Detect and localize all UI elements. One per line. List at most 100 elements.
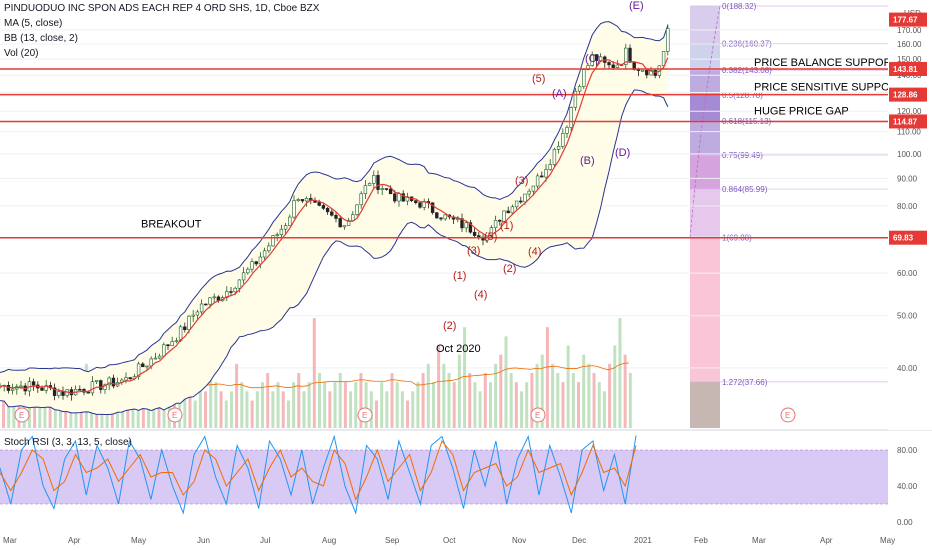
wave-label: (4) xyxy=(528,246,541,258)
volume-bar xyxy=(499,354,503,428)
candle-body xyxy=(523,193,527,203)
candle-body xyxy=(468,222,473,233)
earnings-marker[interactable] xyxy=(530,407,546,423)
candle-body xyxy=(355,204,359,215)
candle-body xyxy=(136,363,141,378)
stoch-rsi-pane[interactable] xyxy=(0,434,888,515)
volume-bar xyxy=(43,391,47,428)
volume-bar xyxy=(514,382,518,428)
candle-body xyxy=(624,47,628,66)
candle-body xyxy=(611,64,615,68)
volume-bar xyxy=(312,318,316,428)
fib-level-label: 0.864(85.99) xyxy=(722,185,768,194)
support-label: PRICE BALANCE SUPPORT xyxy=(754,57,898,69)
bollinger-upper xyxy=(0,21,669,374)
oct-2020-annotation: Oct 2020 xyxy=(436,343,481,355)
volume-bar xyxy=(12,400,16,428)
candle-body xyxy=(376,175,380,190)
price-tick-label: 150.00 xyxy=(897,55,922,64)
candle-body xyxy=(166,344,170,347)
vol-legend[interactable]: Vol (20) xyxy=(4,48,39,59)
price-axis[interactable]: 40.0050.0060.0070.0080.0090.00100.00110.… xyxy=(888,0,932,430)
volume-bar xyxy=(240,382,244,428)
volume-bar xyxy=(266,373,270,428)
stoch-tick-label: 40.00 xyxy=(897,482,918,491)
candle-body xyxy=(103,384,107,390)
volume-bar xyxy=(276,382,280,428)
stoch-tick-label: 80.00 xyxy=(897,446,918,455)
candle-body xyxy=(393,193,397,202)
earnings-marker[interactable] xyxy=(14,407,30,423)
candle-body xyxy=(78,388,82,391)
candle-body xyxy=(237,279,242,289)
volume-bar xyxy=(597,382,601,428)
bollinger-bands xyxy=(0,21,669,416)
candle-body xyxy=(388,188,393,195)
support-price-badge xyxy=(889,114,927,129)
candle-body xyxy=(191,314,195,317)
fib-zone xyxy=(690,6,720,44)
candle-body xyxy=(460,218,464,229)
volume-bar xyxy=(618,318,622,428)
volume-bar xyxy=(328,391,332,428)
volume-bar xyxy=(297,373,301,428)
time-tick-label: Apr xyxy=(68,536,81,545)
volume-bar xyxy=(369,391,373,428)
candle-body xyxy=(199,303,204,313)
candle-body xyxy=(229,291,233,293)
candle-body xyxy=(170,341,174,346)
volume-bar xyxy=(468,373,472,428)
volume-bar xyxy=(395,382,399,428)
volume-bar xyxy=(452,382,456,428)
volume-bar xyxy=(115,400,119,428)
candle-body xyxy=(577,86,582,92)
earnings-marker-label: E xyxy=(362,411,367,420)
volume-bar xyxy=(374,400,378,428)
support-price-badge xyxy=(889,61,927,76)
earnings-marker[interactable] xyxy=(357,407,373,423)
candle-body xyxy=(590,54,594,66)
time-axis[interactable]: Mar Apr May Jun Jul Aug Sep Oct Nov Dec 2021 Feb Mar… xyxy=(3,536,895,545)
volume-bar xyxy=(2,400,5,428)
volume-bar xyxy=(525,382,529,428)
stoch-legend[interactable]: Stoch RSI (3, 3, 13, 5, close) xyxy=(4,437,132,448)
time-tick-label: Feb xyxy=(694,536,708,545)
price-tick-label: 160.00 xyxy=(897,40,922,49)
corrective-wave-label: (D) xyxy=(615,147,630,159)
candle-body xyxy=(502,210,506,222)
fib-zone xyxy=(690,237,720,382)
candle-body xyxy=(540,175,544,178)
bb-legend[interactable]: BB (13, close, 2) xyxy=(4,33,78,44)
price-tick-label: 60.00 xyxy=(897,269,918,278)
candle-body xyxy=(342,225,347,228)
candle-body xyxy=(472,231,477,236)
candle-body xyxy=(363,185,368,195)
volume-bar xyxy=(338,373,342,428)
candle-body xyxy=(254,261,258,265)
fib-zone xyxy=(690,43,720,71)
volume-bar xyxy=(478,391,482,428)
candle-body xyxy=(300,199,305,202)
candle-body xyxy=(212,296,216,299)
price-pane[interactable]: 0(188.32)0.236(160.37)0.382(143.08)0.5(1… xyxy=(0,0,904,525)
candle-body xyxy=(338,218,342,228)
volume-bar xyxy=(442,363,446,428)
stoch-axis[interactable]: 0.00 40.00 80.00 xyxy=(897,446,918,527)
price-tick-label: 120.00 xyxy=(897,107,922,116)
candle-body xyxy=(401,193,405,202)
ma-legend[interactable]: MA (5, close) xyxy=(4,18,63,29)
wave-label: (1) xyxy=(500,220,513,232)
volume-bar xyxy=(271,391,275,428)
earnings-marker[interactable] xyxy=(167,407,183,423)
volume-bar xyxy=(530,373,534,428)
candle-body xyxy=(334,214,338,219)
earnings-marker[interactable] xyxy=(780,407,796,423)
volume-bar xyxy=(333,382,337,428)
candle-body xyxy=(649,70,653,76)
support-lines[interactable]: PRICE BALANCE SUPPORT PRICE SENSITIVE SUP… xyxy=(0,57,904,355)
volume-bar xyxy=(380,382,384,428)
candle-body xyxy=(561,133,565,147)
volume-bar xyxy=(250,400,254,428)
candle-body xyxy=(296,199,300,201)
